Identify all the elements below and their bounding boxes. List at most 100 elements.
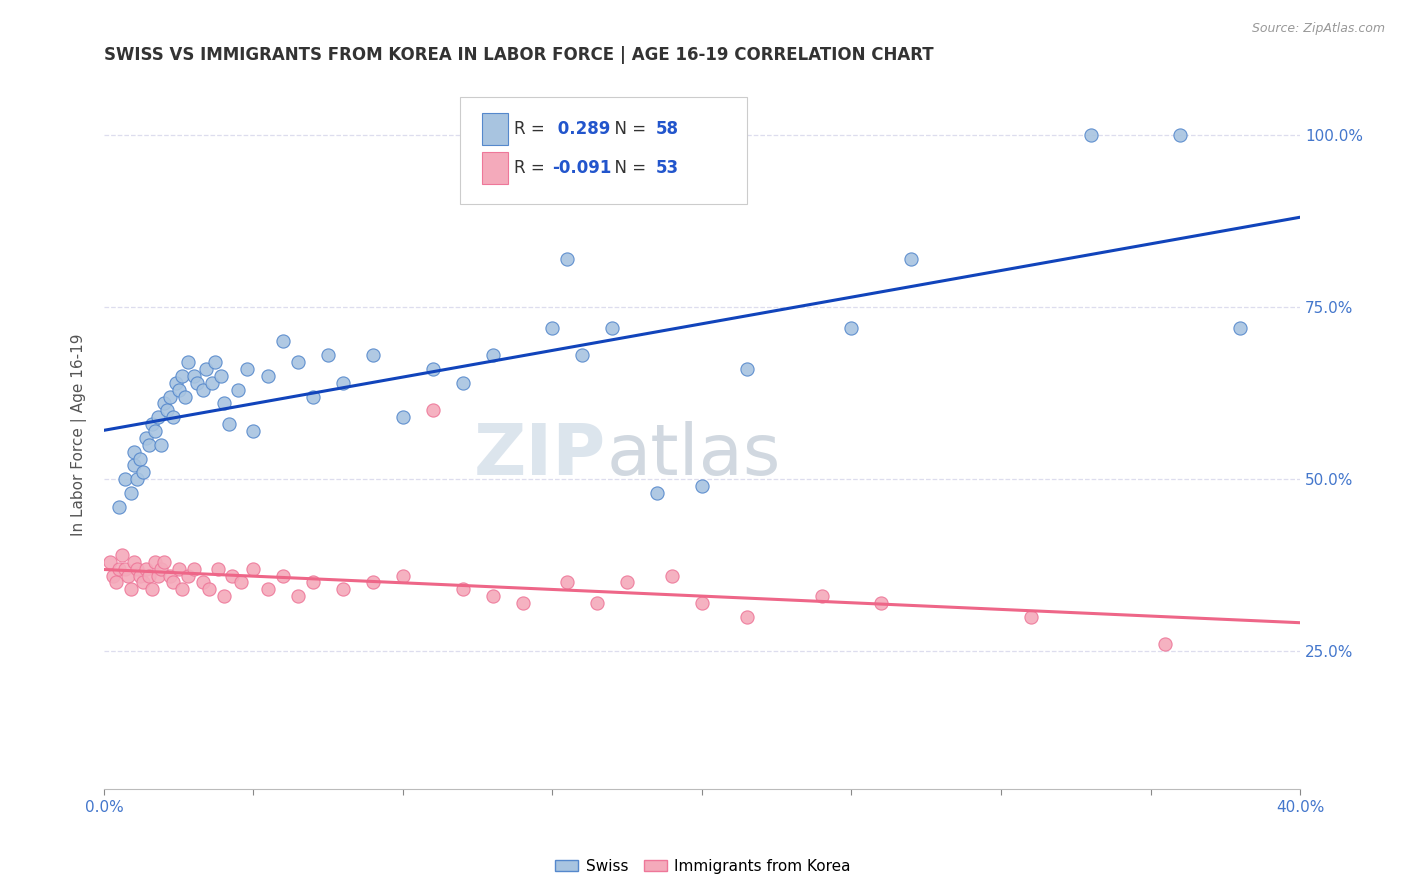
Point [183, 562, 205, 576]
Point [481, 589, 503, 603]
Text: 53: 53 [655, 160, 679, 178]
Point [236, 362, 259, 376]
Point [122, 444, 145, 458]
Point [135, 431, 157, 445]
Point [512, 596, 534, 610]
Point [841, 320, 863, 334]
Point [735, 610, 758, 624]
Text: atlas: atlas [606, 421, 780, 491]
Point [273, 334, 295, 349]
Point [149, 438, 172, 452]
Point [242, 562, 264, 576]
Point [122, 555, 145, 569]
Point [117, 568, 139, 582]
Point [361, 348, 384, 362]
Point [108, 562, 131, 576]
Point [141, 582, 163, 597]
Point [231, 575, 253, 590]
Text: Source: ZipAtlas.com: Source: ZipAtlas.com [1251, 22, 1385, 36]
Point [204, 355, 226, 369]
Point [557, 252, 579, 266]
Point [287, 355, 309, 369]
Point [101, 568, 124, 582]
Point [125, 562, 148, 576]
Point [146, 410, 169, 425]
Point [111, 548, 134, 562]
Point [141, 417, 163, 431]
Point [541, 320, 564, 334]
Point [170, 582, 193, 597]
Text: -0.091: -0.091 [553, 160, 612, 178]
Text: 58: 58 [655, 120, 678, 138]
Point [422, 362, 444, 376]
Point [332, 376, 354, 390]
Point [98, 555, 121, 569]
Point [361, 575, 384, 590]
Point [273, 568, 295, 582]
Point [316, 348, 339, 362]
Text: N =: N = [605, 120, 651, 138]
Point [114, 562, 136, 576]
Point [242, 424, 264, 438]
Point [1019, 610, 1042, 624]
Text: 0.289: 0.289 [553, 120, 610, 138]
Point [186, 376, 208, 390]
FancyBboxPatch shape [482, 152, 508, 184]
Point [194, 362, 217, 376]
Point [125, 472, 148, 486]
Point [810, 589, 832, 603]
Point [167, 562, 190, 576]
Point [138, 568, 160, 582]
Point [128, 451, 150, 466]
Point [1229, 320, 1251, 334]
Point [165, 376, 187, 390]
FancyBboxPatch shape [460, 97, 748, 204]
Point [690, 596, 713, 610]
Point [218, 417, 240, 431]
Point [120, 486, 142, 500]
Point [128, 568, 150, 582]
Point [302, 575, 325, 590]
Point [104, 575, 127, 590]
Point [159, 390, 181, 404]
Point [132, 575, 155, 590]
Point [586, 596, 609, 610]
Point [152, 555, 174, 569]
Point [392, 410, 415, 425]
Point [557, 575, 579, 590]
Point [183, 368, 205, 383]
Point [156, 403, 179, 417]
Legend: Swiss, Immigrants from Korea: Swiss, Immigrants from Korea [550, 853, 856, 880]
Point [451, 582, 474, 597]
Point [108, 500, 131, 514]
Point [690, 479, 713, 493]
Point [1170, 128, 1192, 142]
Point [143, 555, 166, 569]
Point [159, 568, 181, 582]
Point [661, 568, 683, 582]
Point [870, 596, 893, 610]
Point [571, 348, 593, 362]
Point [143, 424, 166, 438]
Point [209, 368, 232, 383]
Point [149, 562, 172, 576]
Point [197, 582, 219, 597]
Point [481, 348, 503, 362]
Point [302, 390, 325, 404]
Point [1080, 128, 1102, 142]
Point [191, 383, 214, 397]
Point [132, 465, 155, 479]
Point [735, 362, 758, 376]
Text: R =: R = [515, 160, 550, 178]
Point [257, 582, 280, 597]
Point [191, 575, 214, 590]
Text: ZIP: ZIP [474, 421, 606, 491]
Point [257, 368, 280, 383]
Point [228, 383, 250, 397]
Point [645, 486, 668, 500]
Point [162, 410, 184, 425]
Point [221, 568, 243, 582]
Text: SWISS VS IMMIGRANTS FROM KOREA IN LABOR FORCE | AGE 16-19 CORRELATION CHART: SWISS VS IMMIGRANTS FROM KOREA IN LABOR … [104, 46, 934, 64]
Point [167, 383, 190, 397]
Point [287, 589, 309, 603]
